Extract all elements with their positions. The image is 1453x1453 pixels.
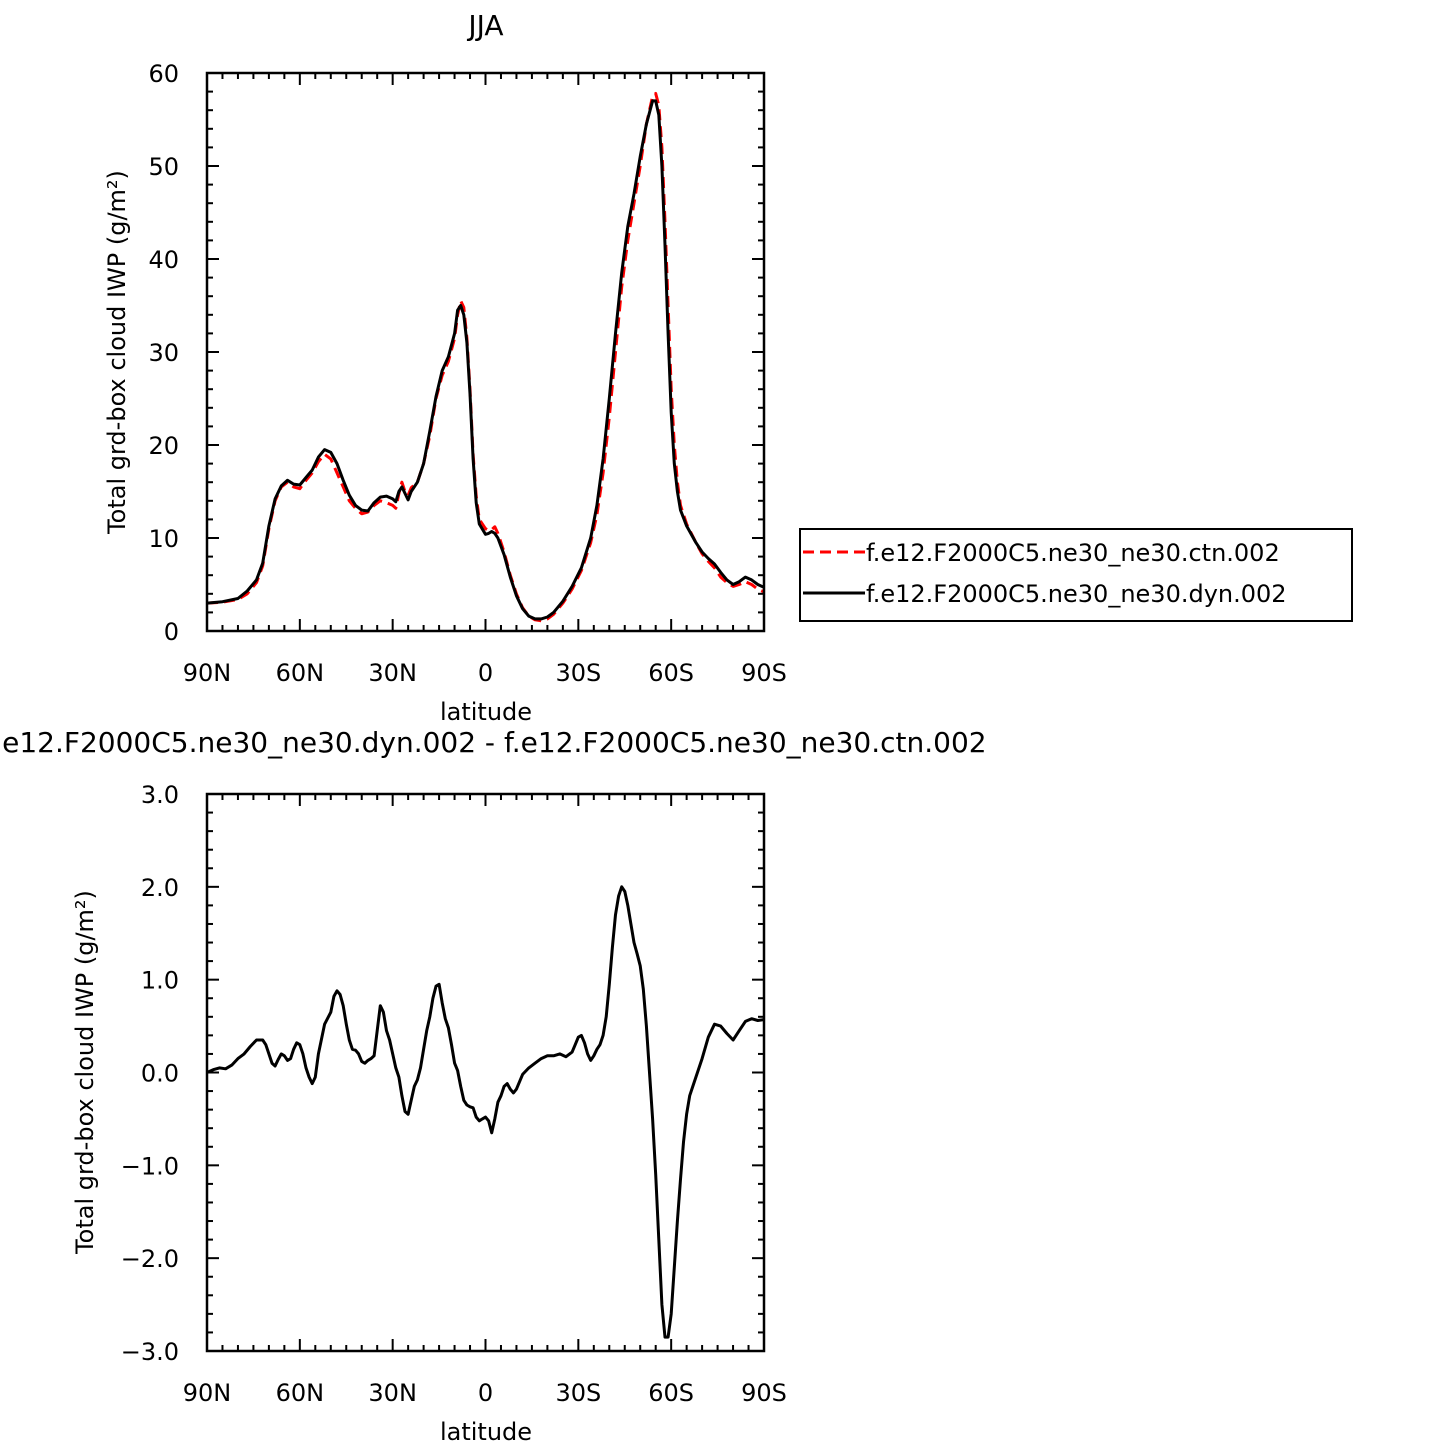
bottom-y-axis-label: Total grd-box cloud IWP (g/m²) [71,890,99,1255]
bottom-x-tick-label: 30N [368,1379,417,1407]
bottom-y-tick-label: 1.0 [141,967,179,995]
top-series-line-0 [207,92,764,623]
top-plot-area: 90N 60N 30N 0 30S 60S 90S 0 10 20 30 40 50 60 [148,60,786,687]
top-y-tick-label: 20 [148,432,179,460]
top-x-tick-label: 60N [276,659,325,687]
top-x-tick-label: 90N [183,659,232,687]
legend-label-ctn: f.e12.F2000C5.ne30_ne30.ctn.002 [866,539,1280,567]
top-x-tick-label: 30N [368,659,417,687]
top-axes-frame [205,71,766,633]
top-y-tick-label: 40 [148,246,179,274]
top-y-tick-label: 60 [148,60,179,88]
top-y-tick-label: 50 [148,153,179,181]
bottom-axes-frame [205,792,766,1353]
bottom-series-line-0 [207,885,764,1339]
bottom-x-tick-label: 30S [555,1379,601,1407]
top-chart-title: JJA [466,9,503,42]
top-y-tick-label: 10 [148,525,179,553]
legend: f.e12.F2000C5.ne30_ne30.ctn.002 f.e12.F2… [799,528,1353,622]
top-x-tick-label: 60S [648,659,694,687]
top-x-tick-label: 90S [741,659,787,687]
top-series-line-1 [207,99,764,621]
bottom-y-tick-label: 3.0 [141,781,179,809]
bottom-x-axis-label: latitude [440,1418,532,1446]
bottom-y-tick-label: −1.0 [121,1152,179,1180]
top-x-tick-label: 0 [478,659,493,687]
top-y-axis-label: Total grd-box cloud IWP (g/m²) [103,170,131,535]
top-y-tick-label: 0 [164,618,179,646]
bottom-y-tick-label: −2.0 [121,1245,179,1273]
top-panel: JJA 90N 60N 30N 0 30S 60S 90S 0 10 20 30 40 50 60 lat… [103,9,1353,726]
top-x-axis-label: latitude [440,698,532,726]
top-y-tick-label: 30 [148,339,179,367]
bottom-y-tick-label: −3.0 [121,1338,179,1366]
bottom-x-tick-label: 60N [276,1379,325,1407]
bottom-plot-area: 90N 60N 30N 0 30S 60S 90S −3.0 −2.0 −1.0 0.0 1.0 2.0… [121,781,787,1407]
top-x-tick-label: 30S [555,659,601,687]
legend-box [799,528,1353,622]
bottom-x-tick-label: 0 [478,1379,493,1407]
bottom-y-tick-label: 0.0 [141,1060,179,1088]
bottom-x-tick-label: 90S [741,1379,787,1407]
bottom-y-tick-label: 2.0 [141,874,179,902]
bottom-x-tick-label: 90N [183,1379,232,1407]
bottom-chart-title: f.e12.F2000C5.ne30_ne30.dyn.002 - f.e12.… [0,726,987,759]
legend-label-dyn: f.e12.F2000C5.ne30_ne30.dyn.002 [866,580,1287,608]
bottom-x-tick-label: 60S [648,1379,694,1407]
bottom-panel: f.e12.F2000C5.ne30_ne30.dyn.002 - f.e12.… [0,726,987,1446]
